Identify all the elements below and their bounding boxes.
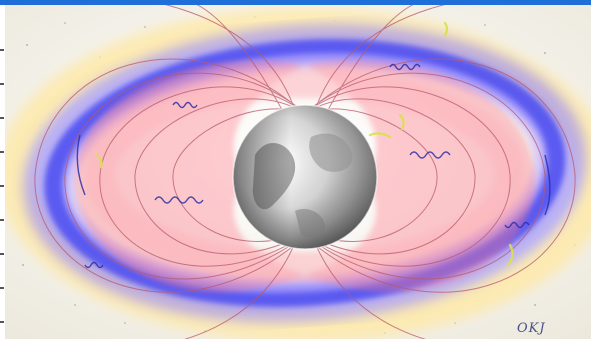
belt-artwork [5,5,591,339]
earth-globe [232,104,378,250]
outer-radiation-belt [23,24,587,322]
edge-tick [0,83,4,85]
left-edge-strip [0,5,5,339]
edge-tick [0,151,4,153]
radiation-belt-illustration: OKJ [5,5,591,339]
artist-signature: OKJ [517,321,546,336]
edge-tick [0,49,4,51]
particle-trails [76,63,551,269]
edge-tick [0,219,4,221]
edge-tick [0,117,4,119]
magnetic-field-lines [34,5,576,339]
top-border [0,0,591,5]
edge-tick [0,287,4,289]
edge-tick [0,185,4,187]
edge-tick [0,253,4,255]
edge-tick [0,321,4,323]
